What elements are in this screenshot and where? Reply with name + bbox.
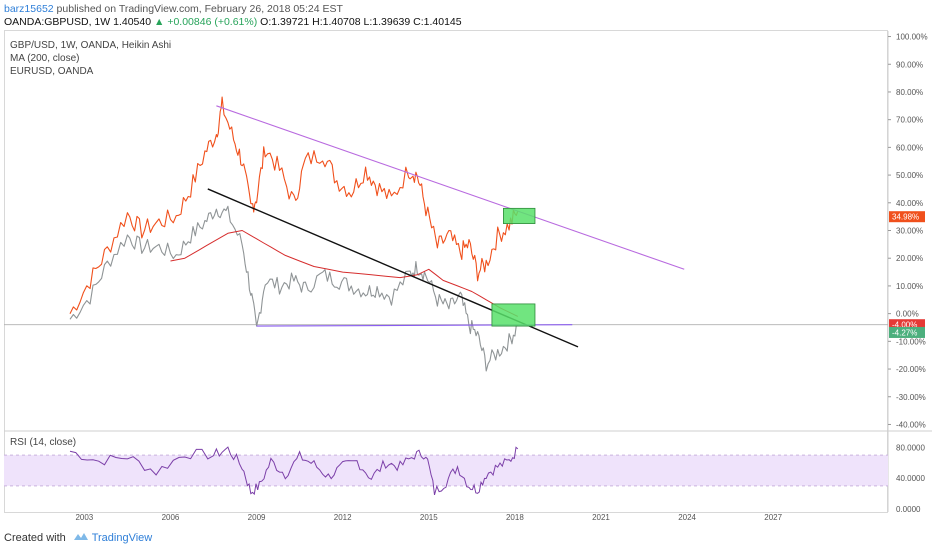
tradingview-logo-icon: [73, 533, 88, 540]
y-tick-label: 20.00%: [896, 254, 923, 263]
y-tick-label: 90.00%: [896, 60, 923, 69]
last-price: 1.40540: [113, 16, 152, 28]
up-arrow-icon: ▲: [154, 16, 165, 28]
publish-info: barz15652 published on TradingView.com, …: [4, 3, 343, 15]
created-with-text: Created with: [4, 532, 66, 544]
y-tick-label: -40.00%: [896, 420, 926, 429]
highlight-box-3: [503, 207, 536, 224]
last-value-label: -4.27%: [892, 328, 917, 337]
x-tick-label: 2006: [162, 513, 180, 522]
open-value: O:1.39721: [260, 16, 310, 28]
last-value-tag: [889, 211, 925, 223]
y-tick-label: 50.00%: [896, 171, 923, 180]
ma-legend: MA (200, close): [10, 53, 80, 64]
y-tick-label: 60.00%: [896, 143, 923, 152]
trendline-0: [216, 105, 685, 270]
y-tick-label: -30.00%: [896, 393, 926, 402]
high-value: H:1.40708: [312, 16, 361, 28]
footer: Created with TradingView: [4, 531, 152, 544]
rsi-tick-label: 40.0000: [896, 474, 925, 483]
y-tick-label: 30.00%: [896, 227, 923, 236]
last-value-tag: [889, 319, 925, 331]
close-value: C:1.40145: [413, 16, 462, 28]
x-tick-label: 2015: [420, 513, 438, 522]
y-tick-label: 40.00%: [896, 199, 923, 208]
series-legend: GBP/USD, 1W, OANDA, Heikin Ashi: [10, 40, 172, 51]
gbpusd-series-line: [69, 96, 519, 315]
y-tick-label: -10.00%: [896, 337, 926, 346]
ma200-line: [170, 230, 519, 317]
highlight-box-4: [491, 303, 536, 327]
x-tick-label: 2012: [334, 513, 352, 522]
eurusd-series-line: [69, 205, 518, 372]
last-value-tag: [889, 326, 925, 338]
tradingview-brand[interactable]: TradingView: [91, 532, 153, 544]
x-tick-label: 2024: [678, 513, 696, 522]
low-value: L:1.39639: [363, 16, 411, 28]
y-tick-label: 80.00%: [896, 88, 923, 97]
symbol-line: OANDA:GBPUSD, 1W 1.40540 ▲ +0.00846 (+0.…: [4, 16, 462, 28]
symbol-name: OANDA:GBPUSD, 1W: [4, 16, 111, 28]
y-tick-label: 0.00%: [896, 310, 919, 319]
x-tick-label: 2027: [764, 513, 782, 522]
compare-legend: EURUSD, OANDA: [10, 66, 94, 77]
x-tick-label: 2021: [592, 513, 610, 522]
x-tick-label: 2018: [506, 513, 524, 522]
last-value-label: -4.00%: [892, 321, 917, 330]
author-link[interactable]: barz15652: [4, 3, 54, 15]
rsi-legend: RSI (14, close): [10, 437, 77, 448]
rsi-tick-label: 80.0000: [896, 443, 925, 452]
rsi-line: [69, 446, 519, 496]
y-tick-label: 10.00%: [896, 282, 923, 291]
y-tick-label: 100.00%: [896, 33, 928, 42]
rsi-tick-label: 0.0000: [896, 505, 921, 514]
published-text: published on TradingView.com, February 2…: [56, 3, 343, 15]
last-value-label: 34.98%: [892, 213, 919, 222]
x-tick-label: 2009: [248, 513, 266, 522]
y-tick-label: 70.00%: [896, 116, 923, 125]
price-change: +0.00846 (+0.61%): [167, 16, 258, 28]
y-tick-label: -20.00%: [896, 365, 926, 374]
x-tick-label: 2003: [75, 513, 93, 522]
